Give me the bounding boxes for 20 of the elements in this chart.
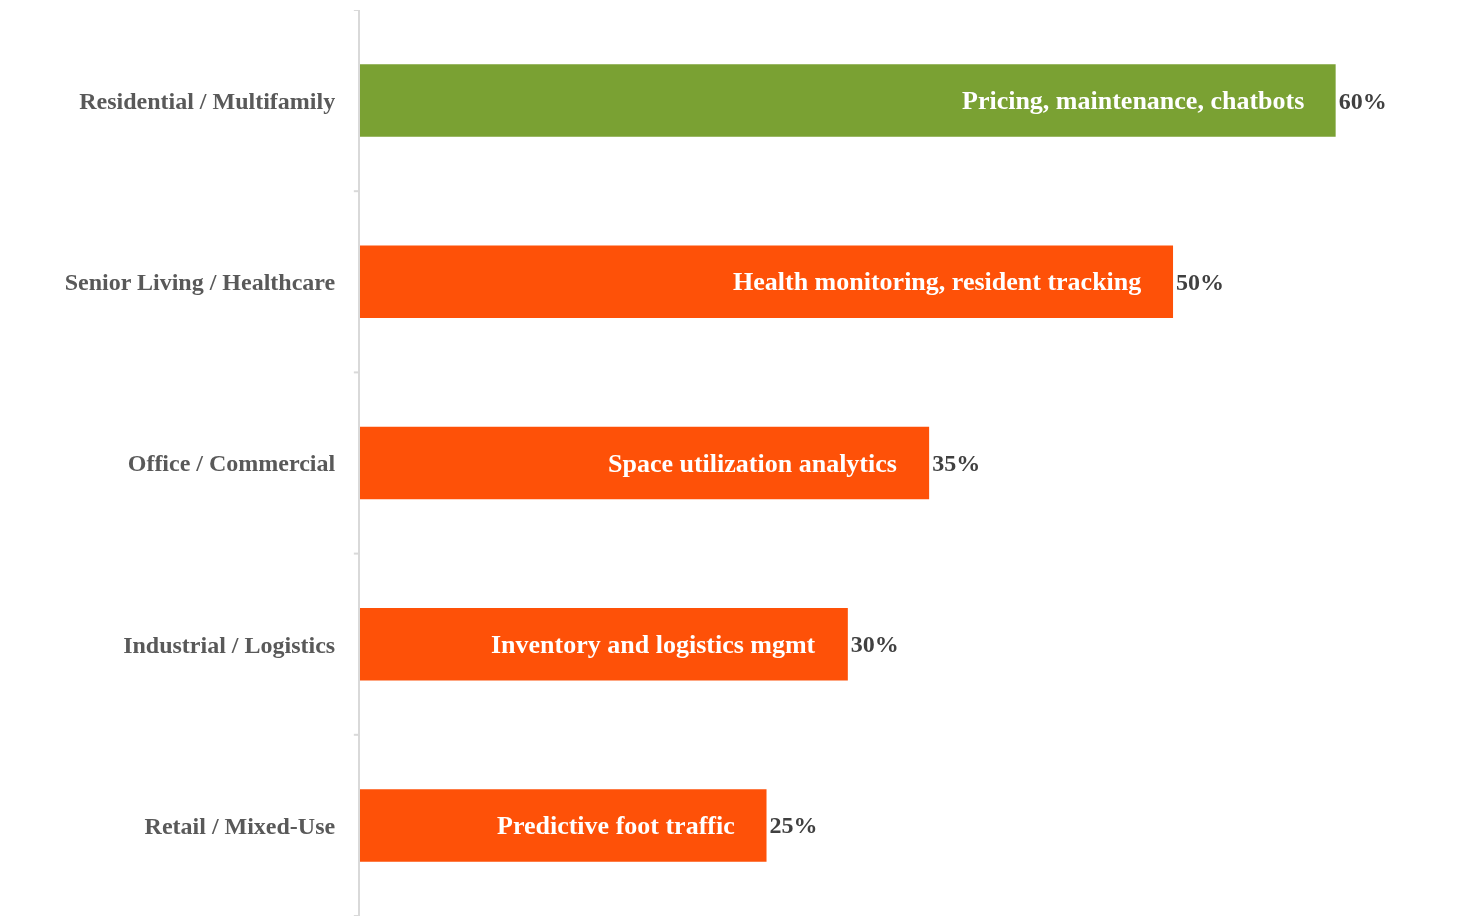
annotation: Space utilization analytics (608, 449, 897, 478)
annotation: Pricing, maintenance, chatbots (962, 86, 1305, 115)
data-label: 50% (1176, 268, 1225, 295)
y-tick-label: Residential / Multifamily (79, 88, 336, 114)
bar (360, 245, 1174, 319)
y-tick-label: Retail / Mixed-Use (144, 812, 336, 839)
annotation: Health monitoring, resident tracking (733, 267, 1142, 296)
annotation: Predictive foot traffic (497, 811, 735, 840)
y-tick-label: Industrial / Logistics (123, 631, 336, 658)
bar (360, 64, 1336, 137)
annotation: Inventory and logistics mgmt (491, 630, 816, 659)
data-label: 30% (850, 631, 899, 658)
bar (360, 426, 930, 500)
bar (360, 789, 767, 862)
data-label: 25% (769, 812, 818, 839)
data-label: 35% (932, 450, 981, 476)
bar (360, 607, 848, 681)
y-tick-label: Senior Living / Healthcare (64, 269, 336, 296)
data-label: 60% (1338, 87, 1387, 114)
y-tick-label: Office / Commercial (127, 450, 336, 477)
